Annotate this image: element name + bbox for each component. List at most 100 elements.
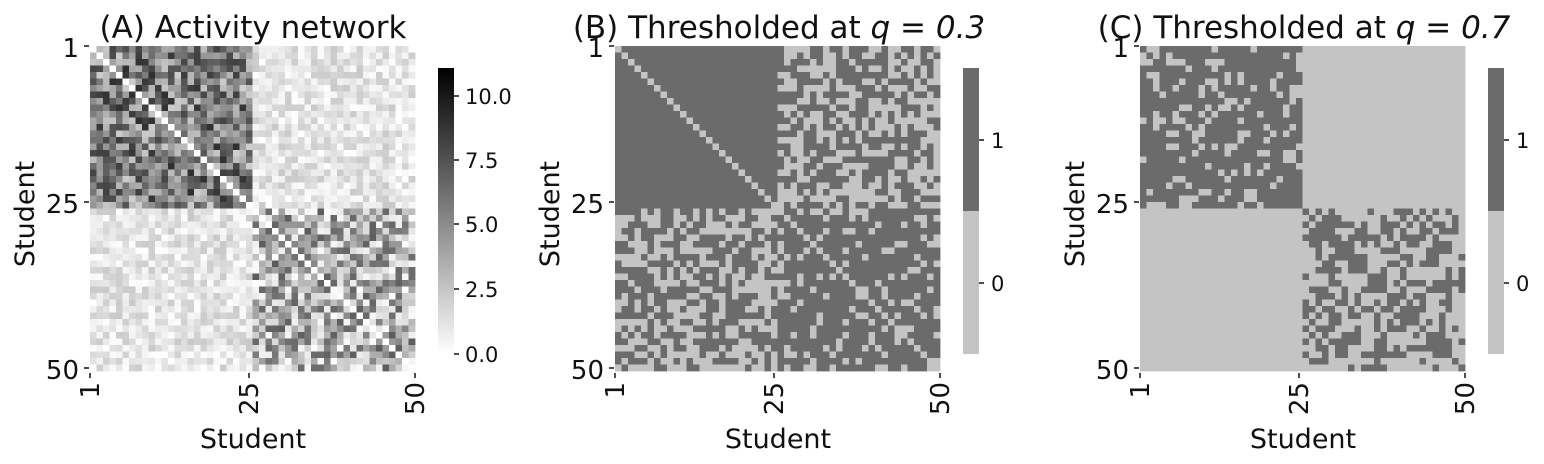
panel-b-heatmap-cell	[706, 312, 713, 320]
panel-b-heatmap-cell	[615, 182, 622, 190]
panel-b-heatmap-cell	[680, 202, 687, 209]
panel-a-heatmap-cell	[155, 202, 162, 209]
panel-b-heatmap-cell	[751, 273, 759, 281]
panel-a-heatmap-cell	[187, 98, 195, 105]
panel-a-heatmap-cell	[90, 98, 97, 105]
panel-b-heatmap-cell	[615, 221, 622, 229]
panel-a-heatmap-cell	[402, 247, 409, 255]
panel-b-heatmap-cell	[719, 169, 726, 177]
panel-b-heatmap-cell	[615, 169, 622, 177]
panel-a-heatmap-cell	[181, 215, 188, 222]
panel-b-heatmap-cell	[751, 104, 759, 112]
panel-b-heatmap-cell	[706, 202, 713, 209]
panel-b-heatmap-cell	[784, 195, 791, 203]
panel-b-heatmap-cell	[751, 182, 759, 190]
panel-a-heatmap-cell	[330, 117, 338, 125]
panel-b-heatmap-cell	[810, 182, 817, 190]
panel-a-heatmap-cell	[200, 137, 208, 144]
panel-b-heatmap-cell	[927, 254, 934, 261]
panel-b-heatmap	[615, 46, 941, 372]
panel-a-heatmap-cell	[317, 182, 325, 190]
panel-b-heatmap-cell	[641, 286, 648, 294]
panel-a-heatmap-cell	[376, 59, 383, 66]
panel-a-heatmap-cell	[265, 176, 273, 183]
panel-a-heatmap-cell	[148, 163, 156, 170]
panel-b-heatmap-cell	[810, 260, 817, 268]
panel-b-heatmap-cell	[764, 221, 772, 229]
panel-a-heatmap-cell	[246, 273, 253, 281]
panel-b-heatmap-cell	[914, 65, 921, 73]
panel-a-heatmap-cell	[96, 208, 104, 216]
panel-b-heatmap-cell	[790, 338, 798, 346]
panel-a-heatmap-cell	[291, 247, 299, 255]
panel-b-heatmap-cell	[862, 91, 869, 99]
panel-a-heatmap-cell	[304, 195, 312, 203]
panel-b-heatmap-cell	[758, 306, 765, 313]
panel-a-heatmap-cell	[239, 267, 247, 274]
panel-b-heatmap-cell	[862, 241, 869, 248]
panel-a-heatmap-cell	[278, 351, 286, 359]
panel-a-heatmap-cell	[272, 228, 279, 235]
panel-a-heatmap-cell	[90, 117, 97, 125]
panel-a-heatmap-cell	[376, 143, 383, 151]
panel-b-heatmap-cell	[829, 241, 837, 248]
panel-a-heatmap-cell	[324, 52, 331, 60]
panel-b-heatmap-cell	[784, 241, 791, 248]
panel-b-heatmap-cell	[641, 176, 648, 183]
panel-a-heatmap-cell	[168, 358, 175, 365]
panel-a-heatmap-cell	[207, 91, 214, 99]
panel-b-heatmap-cell	[615, 195, 622, 203]
panel-b-heatmap-cell	[641, 299, 648, 307]
panel-b-heatmap-cell	[803, 169, 811, 177]
panel-a-heatmap-cell	[337, 267, 344, 274]
panel-a-heatmap-cell	[298, 163, 305, 170]
panel-b-heatmap-cell	[894, 202, 902, 209]
panel-a-heatmap-cell	[200, 130, 208, 138]
panel-a-heatmap-cell	[395, 111, 403, 118]
panel-b-heatmap-cell	[628, 65, 635, 73]
panel-b-heatmap-cell	[836, 85, 843, 92]
panel-a-heatmap-cell	[129, 65, 136, 73]
panel-b-heatmap-cell	[647, 299, 655, 307]
panel-a-heatmap-cell	[311, 338, 318, 346]
panel-a-heatmap-cell	[129, 319, 136, 326]
panel-a-heatmap-cell	[298, 228, 305, 235]
panel-b-heatmap-cell	[862, 78, 869, 86]
panel-b-heatmap-cell	[647, 332, 655, 339]
panel-a-heatmap-cell	[116, 260, 123, 268]
panel-b-heatmap-cell	[647, 247, 655, 255]
panel-a-heatmap-cell	[252, 325, 260, 333]
panel-a-heatmap-cell	[376, 98, 383, 105]
panel-b-heatmap-cell	[842, 345, 850, 352]
panel-b-heatmap-cell	[790, 72, 798, 79]
panel-b-heatmap-cell	[719, 65, 726, 73]
panel-a-heatmap-cell	[395, 254, 403, 261]
panel-b-heatmap-cell	[855, 65, 863, 73]
panel-a-heatmap-cell	[148, 267, 156, 274]
panel-b-heatmap-cell	[667, 260, 674, 268]
panel-b-heatmap-cell	[920, 247, 928, 255]
panel-b-heatmap-cell	[816, 124, 824, 131]
panel-b-heatmap-cell	[751, 254, 759, 261]
panel-b-heatmap-cell	[920, 306, 928, 313]
panel-a-heatmap-cell	[135, 306, 143, 313]
panel-a-heatmap-cell	[350, 130, 357, 138]
panel-a-heatmap-cell	[246, 338, 253, 346]
panel-b-heatmap-cell	[647, 215, 655, 222]
panel-a-heatmap-cell	[90, 169, 97, 177]
panel-a-heatmap-cell	[233, 111, 240, 118]
panel-b-heatmap-cell	[680, 195, 687, 203]
panel-b-heatmap-cell	[693, 176, 700, 183]
panel-b-heatmap-cell	[894, 143, 902, 151]
panel-b-heatmap-cell	[641, 124, 648, 131]
panel-b-heatmap-cell	[725, 59, 733, 66]
panel-a-heatmap-cell	[135, 163, 143, 170]
panel-b-heatmap-cell	[849, 104, 856, 112]
panel-a-heatmap-cell	[220, 52, 227, 60]
panel-a-heatmap-cell	[96, 65, 104, 73]
panel-a-heatmap-cell	[181, 267, 188, 274]
panel-b-heatmap-cell	[933, 202, 941, 209]
panel-b-heatmap-cell	[751, 72, 759, 79]
panel-a-heatmap-cell	[226, 104, 234, 112]
panel-a-heatmap-cell	[103, 319, 110, 326]
